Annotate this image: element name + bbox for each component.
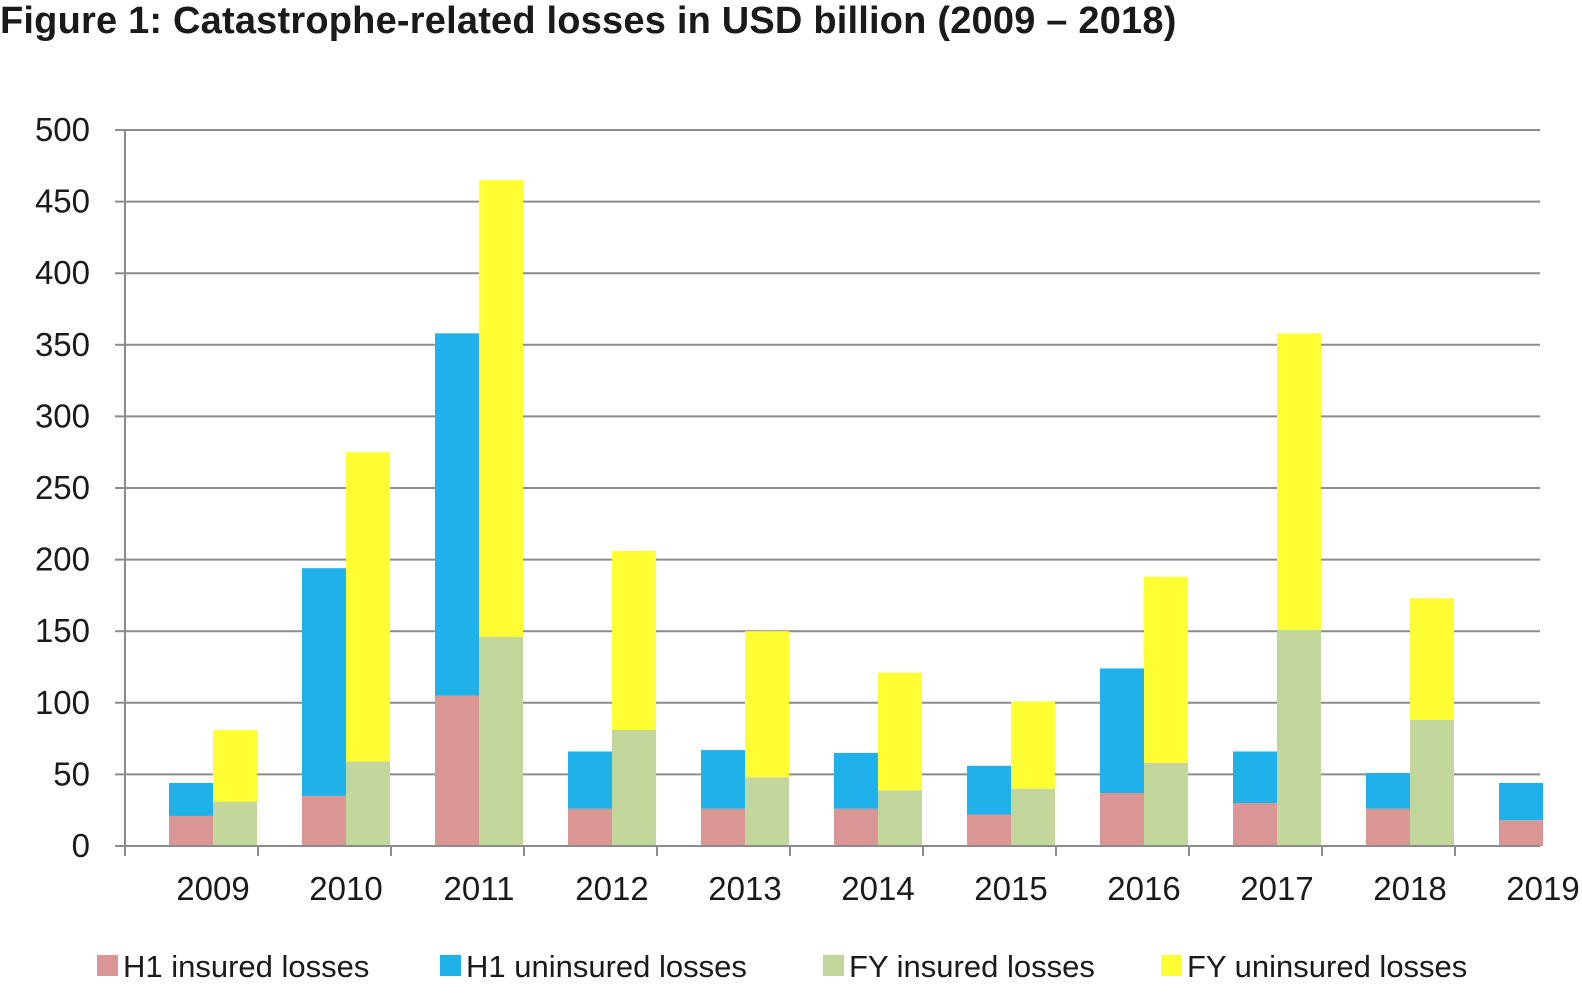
bar-segment [1233,751,1277,804]
legend-swatch [440,955,461,976]
bar-segment [701,808,745,846]
x-tick-label: 2011 [444,870,515,907]
bar-segment [1410,598,1454,720]
y-tick-label: 400 [35,254,90,291]
bar-segment [745,777,789,846]
bar-segment [1499,820,1543,846]
bar-segment [213,730,257,802]
y-tick-label: 500 [35,111,90,148]
bar-segment [568,808,612,846]
y-tick-label: 200 [35,541,90,578]
bar-segment [612,730,656,846]
y-tick-label: 250 [35,469,90,506]
bar-segment [745,631,789,778]
bar-segment [479,636,523,846]
x-tick-label: 2015 [974,870,1047,907]
bar-segment [568,751,612,809]
bar-segment [612,551,656,731]
bar-segment [967,765,1011,815]
legend-label: FY insured losses [849,949,1095,984]
bar-segment [1100,793,1144,846]
y-tick-label: 0 [72,827,90,864]
legend-label: H1 insured losses [123,949,369,984]
bar-segment [169,815,213,846]
bar-segment [1366,808,1410,846]
bar-segment [169,782,213,816]
bar-segment [479,180,523,637]
x-tick-label: 2012 [575,870,648,907]
x-tick-label: 2010 [309,870,382,907]
x-tick-label: 2019 [1506,870,1579,907]
bar-segment [213,801,257,846]
y-axis-ticks: 0 50 100 150 200 250 300 350 400 450 500 [35,111,90,864]
bar-segment [302,568,346,796]
legend-swatch [97,955,118,976]
legend-label: FY uninsured losses [1187,949,1467,984]
bar-segment [1366,772,1410,809]
y-tick-label: 150 [35,612,90,649]
bar-segment [1144,762,1188,846]
x-tick-label: 2017 [1240,870,1313,907]
bar-segment [1499,782,1543,821]
bar-segment [701,750,745,809]
chart-title: Figure 1: Catastrophe-related losses in … [0,0,1177,42]
bar-segment [1011,701,1055,789]
x-tick-label: 2016 [1107,870,1180,907]
y-tick-label: 100 [35,684,90,721]
legend-swatch [1161,955,1182,976]
bar-segment [1100,668,1144,794]
bar-segment [834,808,878,846]
bar-segment [1410,719,1454,846]
bar-segment [435,695,479,846]
bar-segment [1277,333,1321,630]
bars [169,180,1543,846]
bar-segment [435,333,479,696]
bar-segment [346,761,390,846]
bar-segment [1277,629,1321,846]
y-tick-label: 300 [35,397,90,434]
bar-segment [1144,576,1188,763]
bar-segment [878,790,922,846]
legend: H1 insured losses H1 uninsured losses FY i… [97,949,1467,984]
bar-segment [967,814,1011,846]
x-tick-label: 2013 [708,870,781,907]
legend-swatch [823,955,844,976]
y-tick-label: 450 [35,183,90,220]
legend-label: H1 uninsured losses [466,949,747,984]
bar-segment [1233,803,1277,846]
x-tick-label: 2009 [176,870,249,907]
x-axis-ticks: 2009 2010 2011 2012 2013 2014 2015 2016 2017 2018… [176,870,1579,907]
y-tick-label: 50 [53,755,90,792]
y-tick-label: 350 [35,326,90,363]
x-tick-label: 2018 [1373,870,1446,907]
bar-segment [346,452,390,762]
x-tick-label: 2014 [841,870,914,907]
axes [115,130,1540,856]
bar-segment [302,795,346,846]
bar-segment [834,752,878,809]
bar-segment [1011,788,1055,846]
bar-segment [878,672,922,791]
